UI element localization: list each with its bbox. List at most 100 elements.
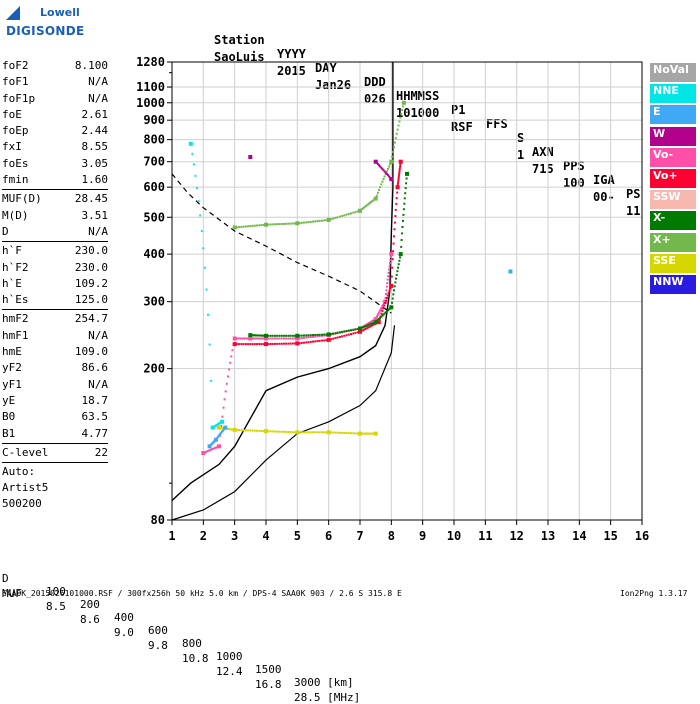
echo-trace-dot [262, 337, 265, 340]
echo-trace-dot [219, 426, 222, 429]
echo-trace-dot [332, 332, 335, 335]
header-col: PS [626, 187, 641, 201]
polarization-legend: NoVal NNE E W Vo- Vo+ SSW X- X+ SSE NNW [650, 63, 696, 296]
echo-trace-dot [380, 166, 383, 169]
y-tick-label: 1280 [136, 55, 165, 69]
echo-trace-dot [312, 431, 314, 434]
echo-trace-dot [314, 335, 317, 338]
param-value: 4.77 [81, 426, 109, 440]
echo-trace-dot [371, 200, 374, 203]
echo-trace-dot [194, 174, 197, 177]
echo-trace-dot [232, 428, 235, 431]
echo-trace-dot [269, 343, 272, 345]
echo-trace-dot [394, 208, 397, 211]
param-name: M(D) [2, 208, 29, 222]
header-val: 101000 [396, 106, 440, 120]
echo-trace-dot [303, 431, 305, 434]
echo-trace-dot [252, 337, 255, 340]
param-row: foEp 2.44 [2, 123, 108, 139]
param-value: 8.55 [81, 140, 109, 154]
header-val: 1 [517, 148, 525, 162]
echo-trace-dot [276, 334, 279, 337]
echo-trace-dot [207, 313, 209, 316]
echo-trace-dot [271, 337, 274, 340]
echo-trace-dot [235, 226, 238, 229]
echo-trace-dot [220, 421, 223, 424]
echo-trace-dot [246, 337, 248, 340]
echo-trace-dot [365, 204, 368, 207]
echo-trace-dot [382, 307, 385, 310]
echo-trace-dot [397, 180, 400, 183]
echo-point [376, 320, 381, 325]
echo-trace-dot [393, 285, 396, 288]
echo-trace-dot [212, 447, 215, 450]
param-value: N/A [88, 91, 108, 105]
echo-trace-dot [289, 334, 292, 337]
param-value: 2.61 [81, 107, 109, 121]
echo-trace-dot [227, 427, 229, 430]
param-value: 109.0 [74, 345, 108, 359]
echo-trace-dot [352, 332, 355, 335]
echo-trace-dot [397, 176, 400, 179]
echo-point [326, 217, 331, 222]
echo-trace-dot [393, 146, 395, 149]
echo-trace-dot [372, 322, 375, 324]
echo-trace-dot [305, 431, 308, 434]
echo-trace-dot [397, 178, 400, 181]
distance-value: 600 [148, 624, 168, 637]
echo-point [373, 317, 378, 322]
echo-trace-dot [289, 222, 292, 225]
header-val: 00- [593, 190, 615, 204]
echo-point [232, 427, 237, 432]
echo-trace-dot [211, 448, 214, 451]
echo-trace-dot [253, 334, 256, 337]
echo-trace-dot [392, 293, 395, 296]
echo-trace-dot [276, 337, 279, 340]
header-row-values: SaoLuis 2015 Jan26 026 101000 RSF 1 715 … [214, 36, 640, 218]
echo-trace-dot [336, 216, 339, 219]
echo-trace-dot [402, 213, 405, 216]
echo-trace-dot [387, 309, 389, 312]
echo-trace-dot [366, 322, 369, 325]
echo-trace-dot [380, 306, 383, 309]
param-name: foF1p [2, 91, 36, 105]
echo-point [295, 221, 300, 226]
echo-trace-dot [294, 337, 297, 340]
param-row: hmE 109.0 [2, 344, 108, 360]
echo-trace-dot [389, 262, 391, 265]
echo-trace-dot [397, 124, 400, 127]
echo-trace-dot [399, 256, 402, 259]
echo-trace-dot [387, 292, 390, 294]
echo-trace-dot [294, 342, 297, 345]
echo-trace-dot [269, 337, 272, 340]
echo-trace-dot [398, 120, 401, 123]
echo-trace-dot [338, 331, 341, 334]
echo-trace-dot [368, 325, 371, 328]
legend-item-w: W [650, 126, 696, 146]
echo-point [358, 326, 362, 331]
header-col: DAY [315, 61, 337, 75]
echo-trace-dot [278, 342, 281, 345]
muf-value: 9.8 [148, 639, 168, 652]
header-val: SaoLuis [214, 50, 265, 64]
echo-trace-dot [316, 333, 319, 336]
echo-trace-dot [332, 217, 335, 220]
echo-trace-dot [403, 197, 406, 200]
echo-trace-dot [364, 432, 367, 435]
echo-trace-dot [356, 210, 359, 213]
echo-trace-dot [373, 318, 376, 321]
echo-trace-dot [269, 223, 272, 226]
echo-trace-dot [363, 206, 366, 209]
x-tick-label: 7 [356, 529, 363, 543]
echo-trace-dot [386, 294, 389, 297]
echo-trace-dot [384, 302, 387, 304]
echo-trace-dot [388, 308, 391, 311]
echo-trace-dot [385, 172, 388, 175]
echo-trace-dot [262, 343, 265, 346]
param-value: N/A [88, 377, 108, 391]
echo-trace-dot [205, 288, 208, 291]
echo-trace-dot [260, 343, 263, 346]
param-name: hmE [2, 345, 22, 359]
echo-trace-dot [378, 317, 380, 320]
param-row: fxI 8.55 [2, 139, 108, 155]
